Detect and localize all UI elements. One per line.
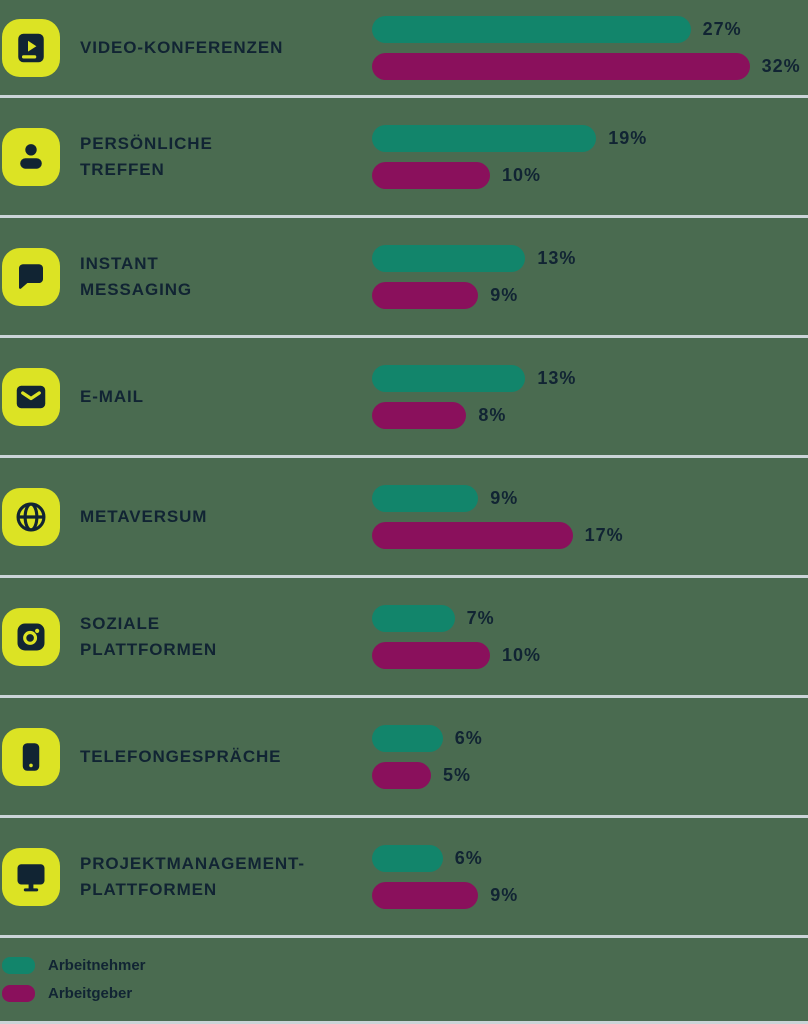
row-header: PROJEKTMANAGEMENT- PLATTFORMEN — [0, 847, 372, 906]
arbeitgeber-bar-line: 9% — [372, 881, 808, 909]
arbeitnehmer-bar-line: 27% — [372, 15, 808, 43]
smartphone-icon — [2, 727, 60, 786]
arbeitgeber-bar — [372, 881, 479, 909]
arbeitgeber-value-label: 17% — [584, 524, 624, 545]
arbeitgeber-bar-line: 32% — [372, 52, 808, 80]
arbeitgeber-value-label: 8% — [478, 404, 507, 425]
bar-group: 7% 10% — [372, 604, 808, 669]
arbeitgeber-bar — [372, 641, 490, 669]
arbeitnehmer-bar-line: 7% — [372, 604, 808, 632]
bar-group: 9% 17% — [372, 484, 808, 549]
chart-row: METAVERSUM 9% 17% — [0, 458, 808, 578]
category-label: SOZIALE PLATTFORMEN — [80, 613, 218, 659]
chart-row: PERSÖNLICHE TREFFEN 19% 10% — [0, 98, 808, 218]
arbeitgeber-bar — [372, 401, 467, 429]
arbeitnehmer-bar-line: 6% — [372, 844, 808, 872]
row-header: SOZIALE PLATTFORMEN — [0, 607, 372, 666]
arbeitnehmer-bar — [372, 15, 691, 43]
chart-row: VIDEO-KONFERENZEN 27% 32% — [0, 0, 808, 98]
row-header: INSTANT MESSAGING — [0, 247, 372, 306]
category-label: INSTANT MESSAGING — [80, 253, 193, 299]
chart-row: INSTANT MESSAGING 13% 9% — [0, 218, 808, 338]
bar-group: 13% 8% — [372, 364, 808, 429]
legend-label: Arbeitgeber — [48, 985, 133, 1002]
arbeitgeber-value-label: 10% — [502, 644, 542, 665]
arbeitnehmer-bar-line: 13% — [372, 364, 808, 392]
arbeitgeber-bar-line: 17% — [372, 521, 808, 549]
legend-swatch — [2, 957, 35, 974]
arbeitgeber-bar — [372, 521, 573, 549]
row-header: TELEFONGESPRÄCHE — [0, 727, 372, 786]
arbeitnehmer-bar-line: 6% — [372, 724, 808, 752]
category-label: PERSÖNLICHE TREFFEN — [80, 133, 213, 179]
arbeitnehmer-bar — [372, 124, 597, 152]
arbeitgeber-bar — [372, 281, 479, 309]
chart-row: E-MAIL 13% 8% — [0, 338, 808, 458]
row-header: METAVERSUM — [0, 487, 372, 546]
arbeitgeber-value-label: 32% — [761, 55, 801, 76]
arbeitnehmer-bar — [372, 484, 479, 512]
arbeitnehmer-value-label: 19% — [608, 127, 648, 148]
arbeitnehmer-value-label: 13% — [537, 247, 577, 268]
arbeitgeber-bar — [372, 161, 490, 189]
video-book-icon — [2, 18, 60, 77]
category-label: VIDEO-KONFERENZEN — [80, 37, 284, 57]
legend-item: Arbeitgeber — [2, 985, 808, 1002]
camera-icon — [2, 607, 60, 666]
arbeitnehmer-value-label: 7% — [466, 607, 495, 628]
arbeitgeber-value-label: 5% — [443, 764, 472, 785]
arbeitnehmer-value-label: 27% — [702, 18, 742, 39]
chat-bubble-icon — [2, 247, 60, 306]
category-label: PROJEKTMANAGEMENT- PLATTFORMEN — [80, 853, 305, 899]
row-header: VIDEO-KONFERENZEN — [0, 18, 372, 77]
arbeitnehmer-value-label: 6% — [454, 847, 483, 868]
bar-group: 19% 10% — [372, 124, 808, 189]
arbeitgeber-value-label: 9% — [490, 884, 519, 905]
category-label: TELEFONGESPRÄCHE — [80, 746, 282, 766]
legend-swatch — [2, 985, 35, 1002]
arbeitnehmer-value-label: 6% — [454, 727, 483, 748]
globe-icon — [2, 487, 60, 546]
chart-row: TELEFONGESPRÄCHE 6% 5% — [0, 698, 808, 818]
arbeitgeber-value-label: 10% — [502, 164, 542, 185]
person-icon — [2, 127, 60, 186]
arbeitnehmer-value-label: 13% — [537, 367, 577, 388]
category-label: E-MAIL — [80, 386, 144, 406]
monitor-icon — [2, 847, 60, 906]
arbeitgeber-bar-line: 10% — [372, 641, 808, 669]
arbeitgeber-bar-line: 8% — [372, 401, 808, 429]
comparison-bar-chart: VIDEO-KONFERENZEN 27% 32% PERSÖNLICHE TR… — [0, 0, 808, 938]
arbeitnehmer-bar — [372, 724, 443, 752]
arbeitnehmer-bar — [372, 244, 526, 272]
envelope-icon — [2, 367, 60, 426]
arbeitgeber-bar-line: 10% — [372, 161, 808, 189]
chart-row: SOZIALE PLATTFORMEN 7% 10% — [0, 578, 808, 698]
arbeitnehmer-value-label: 9% — [490, 487, 519, 508]
arbeitnehmer-bar-line: 13% — [372, 244, 808, 272]
arbeitgeber-bar — [372, 761, 431, 789]
category-label: METAVERSUM — [80, 506, 208, 526]
chart-row: PROJEKTMANAGEMENT- PLATTFORMEN 6% 9% — [0, 818, 808, 938]
chart-legend: Arbeitnehmer Arbeitgeber — [0, 938, 808, 1024]
row-header: E-MAIL — [0, 367, 372, 426]
arbeitgeber-value-label: 9% — [490, 284, 519, 305]
arbeitnehmer-bar — [372, 604, 455, 632]
arbeitgeber-bar — [372, 52, 750, 80]
bar-group: 6% 5% — [372, 724, 808, 789]
bar-group: 13% 9% — [372, 244, 808, 309]
bar-group: 6% 9% — [372, 844, 808, 909]
arbeitgeber-bar-line: 9% — [372, 281, 808, 309]
legend-label: Arbeitnehmer — [48, 957, 146, 974]
arbeitnehmer-bar-line: 9% — [372, 484, 808, 512]
bar-group: 27% 32% — [372, 15, 808, 80]
arbeitnehmer-bar — [372, 364, 526, 392]
arbeitnehmer-bar — [372, 844, 443, 872]
row-header: PERSÖNLICHE TREFFEN — [0, 127, 372, 186]
legend-item: Arbeitnehmer — [2, 957, 808, 974]
arbeitgeber-bar-line: 5% — [372, 761, 808, 789]
arbeitnehmer-bar-line: 19% — [372, 124, 808, 152]
